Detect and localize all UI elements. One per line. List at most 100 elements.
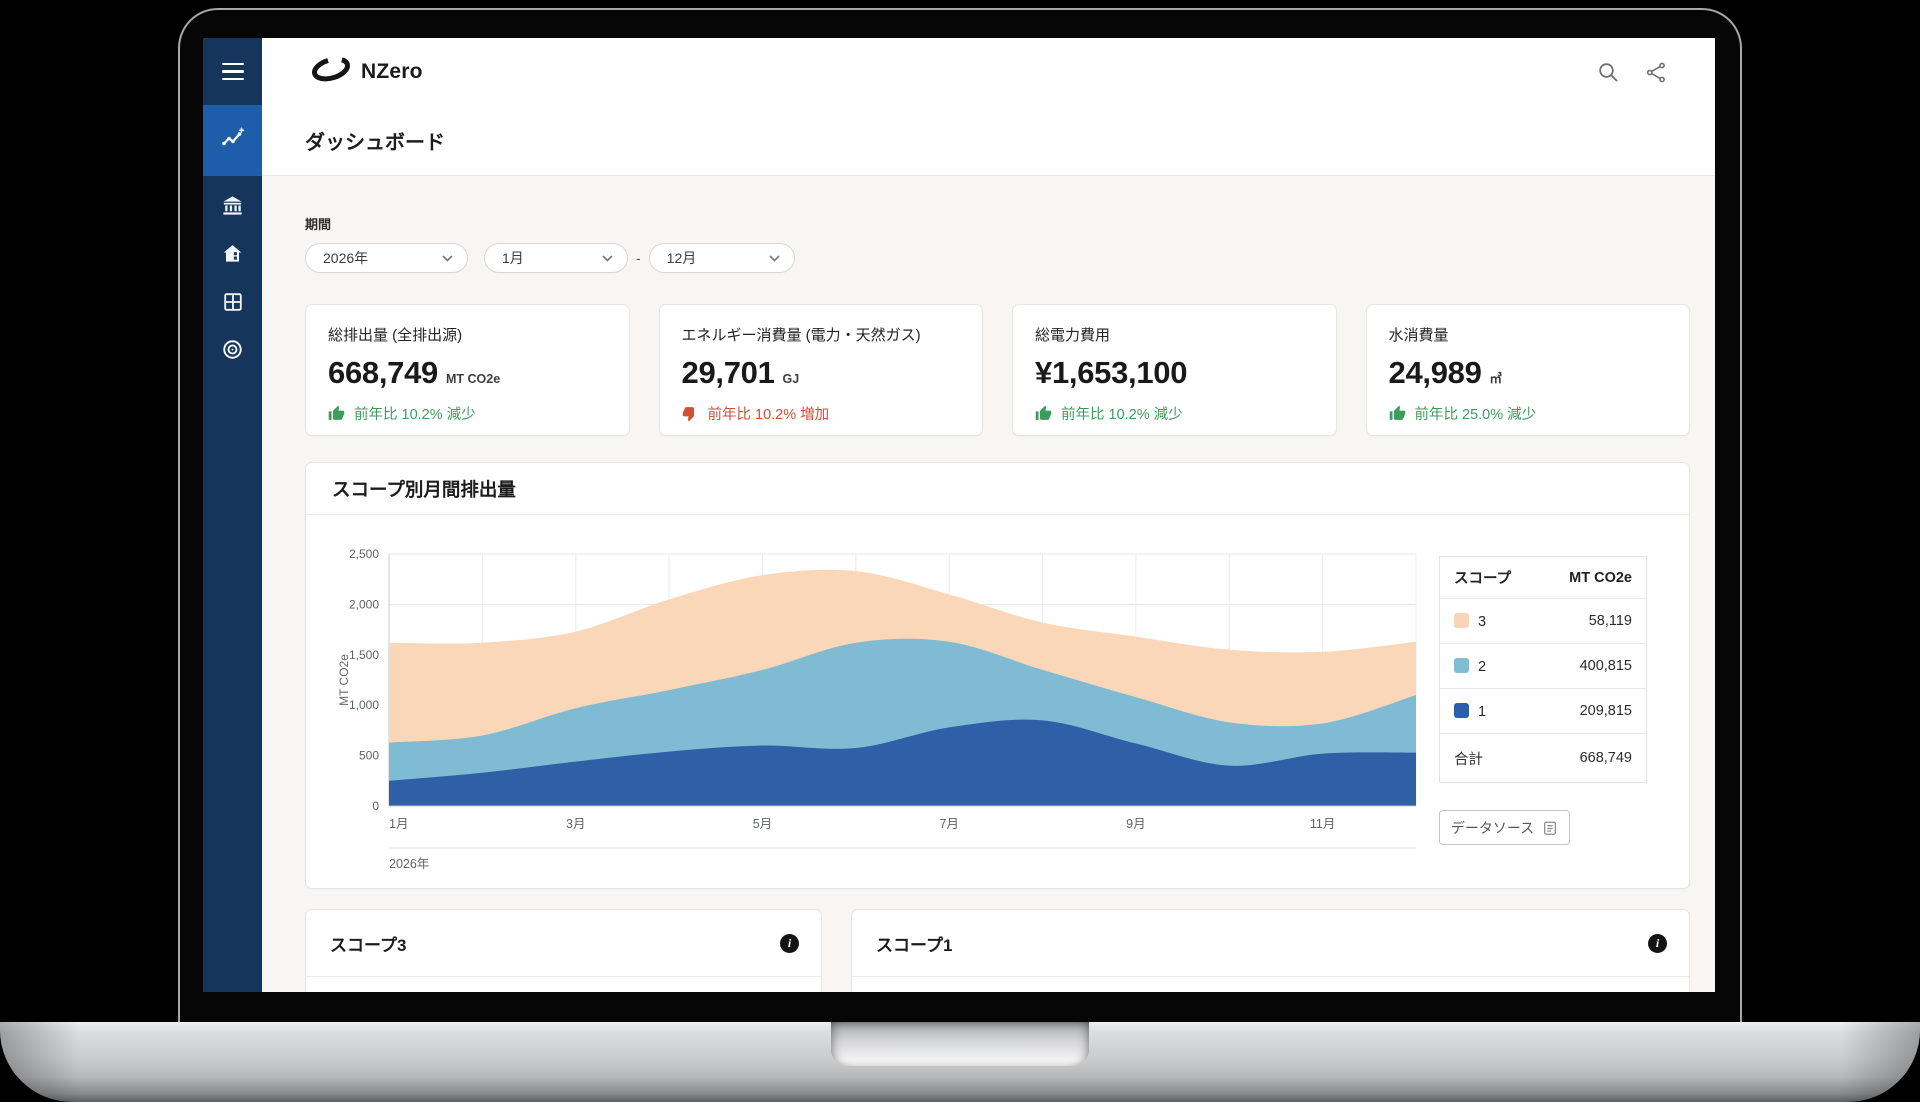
sidebar-item-apps[interactable] [203, 280, 262, 328]
kpi-trend-text: 前年比 10.2% 増加 [707, 407, 830, 423]
sidebar-item-bank[interactable] [203, 184, 262, 232]
kpi-title: 総電力費用 [1035, 327, 1111, 344]
brand: NZero [308, 54, 423, 89]
svg-text:5月: 5月 [753, 817, 772, 831]
sidebar-item-buildings[interactable] [203, 232, 262, 280]
chart-body: 0 500 1,000 1,500 2,000 2,500 MT CO2e 1月 3月 5月 7月 9… [306, 515, 1689, 893]
scope1-swatch [1454, 702, 1469, 718]
period-label: 期間 [305, 217, 332, 232]
kpi-trend-text: 前年比 25.0% 減少 [1414, 407, 1537, 423]
page-title: ダッシュボード [305, 131, 445, 154]
scope-legend-table: スコープ MT CO2e 3 58,119 2 400,815 [1439, 556, 1647, 783]
thumbs-down-icon [682, 407, 694, 422]
titlebar: ダッシュボード [262, 105, 1715, 176]
legend-row-total: 合計 668,749 [1439, 733, 1647, 783]
sidebar-item-dashboard[interactable] [203, 105, 262, 176]
svg-text:3月: 3月 [566, 817, 585, 831]
target-icon [221, 338, 244, 366]
thumbs-up-icon [1389, 405, 1405, 420]
legend-header-scope: スコープ [1454, 571, 1512, 587]
svg-text:9月: 9月 [1126, 817, 1145, 831]
period-separator: - [636, 250, 641, 266]
chevron-down-icon [442, 254, 453, 262]
info-icon[interactable]: i [1648, 933, 1667, 953]
kpi-card-total-emissions: 総排出量 (全排出源) 668,749 MT CO2e 前年比 10.2% 減少 [305, 304, 630, 436]
scope2-swatch [1454, 657, 1469, 673]
month-from-value: 1月 [502, 250, 524, 266]
kpi-unit: ㎥ [1489, 372, 1503, 386]
svg-text:7月: 7月 [939, 817, 958, 831]
main-content: 期間 2026年 1月 - 12月 [262, 175, 1715, 992]
month-to-value: 12月 [666, 250, 697, 266]
month-from-select[interactable]: 1月 [484, 243, 628, 273]
svg-text:1,000: 1,000 [349, 698, 379, 712]
svg-text:1,500: 1,500 [349, 648, 379, 662]
chevron-down-icon [602, 254, 613, 262]
svg-text:11月: 11月 [1310, 817, 1335, 831]
scope1-card: スコープ1 i [851, 909, 1690, 992]
menu-button[interactable] [203, 38, 262, 105]
datasource-label: データソース [1450, 819, 1535, 836]
sidebar [203, 38, 262, 992]
svg-text:0: 0 [372, 799, 379, 813]
kpi-row: 総排出量 (全排出源) 668,749 MT CO2e 前年比 10.2% 減少… [305, 304, 1690, 436]
sidebar-item-targets[interactable] [203, 328, 262, 376]
svg-text:MT CO2e: MT CO2e [337, 654, 351, 706]
kpi-trend-text: 前年比 10.2% 減少 [354, 407, 476, 423]
scope3-card-title: スコープ3 [330, 935, 407, 955]
kpi-value: 668,749 [328, 355, 438, 390]
kpi-unit: GJ [782, 372, 800, 386]
svg-text:2,500: 2,500 [349, 547, 379, 561]
laptop-notch [831, 1022, 1089, 1066]
topbar-actions [1597, 61, 1667, 83]
year-select-value: 2026年 [323, 250, 369, 266]
nzero-logo-icon [308, 54, 354, 89]
kpi-card-energy: エネルギー消費量 (電力・天然ガス) 29,701 GJ 前年比 10.2% 増… [658, 304, 983, 436]
kpi-trend-text: 前年比 10.2% 減少 [1061, 407, 1183, 423]
legend-header-unit: MT CO2e [1569, 569, 1632, 586]
svg-text:1月: 1月 [389, 817, 408, 831]
share-icon[interactable] [1645, 61, 1667, 83]
trend-chart-icon [221, 126, 245, 155]
thumbs-up-icon [328, 405, 345, 420]
kpi-unit: MT CO2e [445, 372, 501, 386]
kpi-value: 24,989 [1388, 355, 1482, 390]
scope3-swatch [1454, 612, 1469, 628]
chart-title: スコープ別月間排出量 [306, 463, 1689, 515]
svg-text:2026年: 2026年 [389, 857, 429, 871]
chart-legend-panel: スコープ MT CO2e 3 58,119 2 400,815 [1439, 556, 1647, 845]
kpi-title: 水消費量 [1388, 327, 1449, 344]
bank-icon [221, 194, 244, 222]
scope1-card-title: スコープ1 [876, 935, 953, 955]
datasource-button[interactable]: データソース [1439, 810, 1570, 845]
topbar: NZero [262, 38, 1715, 106]
period-selectors: 2026年 1月 - 12月 [305, 243, 1715, 273]
search-icon[interactable] [1597, 61, 1619, 83]
app-screen: NZero [203, 38, 1715, 992]
sidebar-nav [203, 184, 262, 376]
laptop-base [0, 1022, 1920, 1102]
home-energy-icon [221, 242, 244, 270]
year-select[interactable]: 2026年 [305, 243, 468, 273]
chevron-down-icon [769, 254, 780, 262]
kpi-title: 総排出量 (全排出源) [328, 327, 463, 344]
scope3-card: スコープ3 i [305, 909, 822, 992]
legend-row-scope2: 2 400,815 [1439, 643, 1647, 689]
info-icon[interactable]: i [780, 933, 799, 953]
monthly-emissions-card: スコープ別月間排出量 0 500 1,000 1,500 2,000 2,500 MT CO… [305, 462, 1690, 889]
svg-text:2,000: 2,000 [349, 597, 379, 611]
laptop-lid: NZero [178, 8, 1742, 1022]
document-list-icon [1544, 821, 1557, 835]
thumbs-up-icon [1035, 405, 1052, 420]
grid-icon [222, 291, 244, 318]
kpi-value: ¥1,653,100 [1035, 355, 1188, 390]
bottom-cards-row: スコープ3 i スコープ1 i [305, 909, 1690, 992]
svg-text:500: 500 [359, 749, 379, 763]
kpi-value: 29,701 [681, 355, 775, 390]
legend-row-scope3: 3 58,119 [1439, 598, 1647, 644]
kpi-card-water: 水消費量 24,989 ㎥ 前年比 25.0% 減少 [1365, 304, 1690, 436]
emissions-area-chart[interactable]: 0 500 1,000 1,500 2,000 2,500 MT CO2e 1月 3月 5月 7月 9… [331, 546, 1421, 876]
legend-row-scope1: 1 209,815 [1439, 688, 1647, 734]
kpi-card-electricity-cost: 総電力費用 ¥1,653,100 前年比 10.2% 減少 [1012, 304, 1337, 436]
month-to-select[interactable]: 12月 [648, 243, 795, 273]
